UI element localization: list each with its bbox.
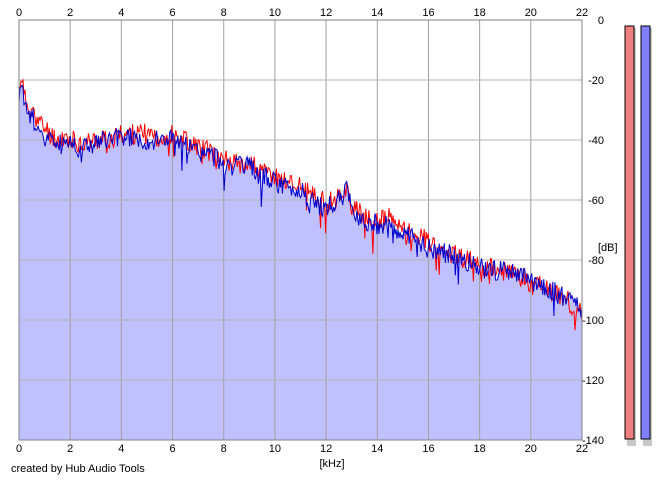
x-tick-label-top: 12: [320, 7, 332, 19]
level-meter-1: [640, 25, 651, 440]
level-meter-0: [624, 25, 635, 440]
y-axis-label: [dB]: [598, 242, 618, 254]
series-lines: [18, 78, 583, 331]
plot-frame: [18, 19, 583, 441]
series-line-1: [18, 83, 583, 318]
y-tick-label: -40: [588, 135, 604, 147]
x-tick-label-bottom: 10: [269, 443, 281, 455]
x-tick-label-bottom: 6: [169, 443, 175, 455]
x-tick-label-bottom: 8: [221, 443, 227, 455]
x-tick-label-top: 10: [269, 7, 281, 19]
y-tick-label: -80: [588, 255, 604, 267]
x-tick-label-top: 4: [118, 7, 124, 19]
y-tick-label: -140: [582, 435, 604, 447]
x-tick-label-top: 20: [525, 7, 537, 19]
x-tick-label-bottom: 14: [371, 443, 383, 455]
level-meters: [624, 25, 652, 446]
spectrum-fill: [19, 85, 582, 440]
x-tick-label-bottom: 4: [118, 443, 124, 455]
x-tick-label-top: 14: [371, 7, 383, 19]
x-tick-label-bottom: 2: [67, 443, 73, 455]
x-tick-label-bottom: 0: [16, 443, 22, 455]
x-tick-label-top: 16: [422, 7, 434, 19]
x-tick-label-top: 2: [67, 7, 73, 19]
y-tick-label: -60: [588, 195, 604, 207]
x-tick-label-top: 22: [576, 7, 588, 19]
y-tick-label: -120: [582, 375, 604, 387]
x-tick-label-bottom: 20: [525, 443, 537, 455]
x-tick-label-bottom: 16: [422, 443, 434, 455]
y-tick-label: 0: [598, 15, 604, 27]
axes: [18, 19, 583, 441]
x-tick-label-top: 8: [221, 7, 227, 19]
x-tick-label-top: 6: [169, 7, 175, 19]
x-tick-label-bottom: 22: [576, 443, 588, 455]
y-tick-label: -20: [588, 75, 604, 87]
x-tick-label-bottom: 18: [474, 443, 486, 455]
spectrum-area: [19, 85, 582, 440]
x-axis-label: [kHz]: [319, 458, 344, 470]
y-tick-label: -100: [582, 315, 604, 327]
credit-text: created by Hub Audio Tools: [11, 463, 145, 475]
x-tick-label-top: 18: [474, 7, 486, 19]
x-tick-label-bottom: 12: [320, 443, 332, 455]
tick-labels: 002244668810101212141416161818202022220-…: [16, 7, 604, 455]
x-tick-label-top: 0: [16, 7, 22, 19]
